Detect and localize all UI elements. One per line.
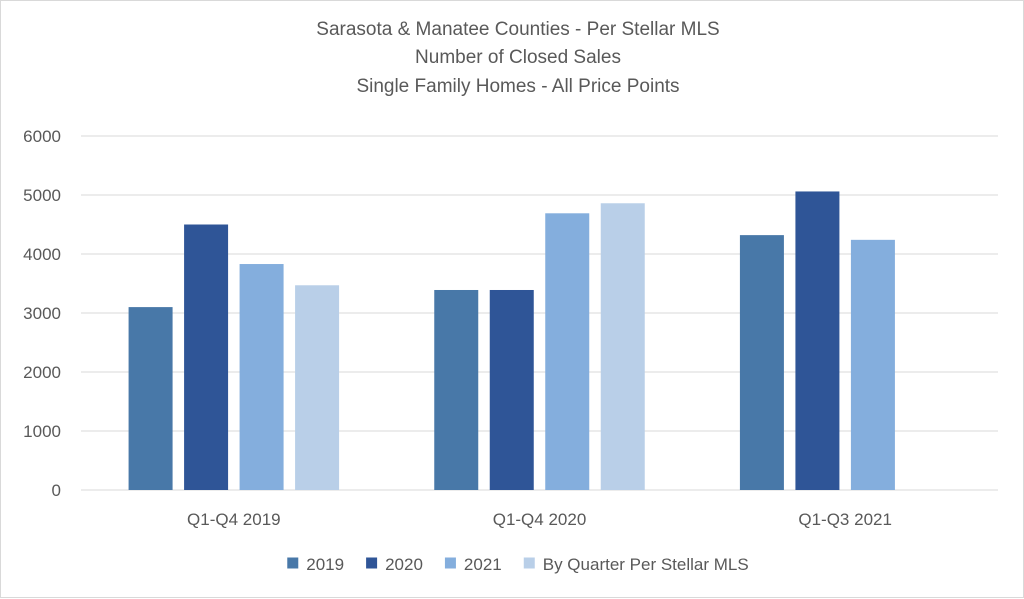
bar-2019-q1-q4-2020 xyxy=(434,289,479,490)
legend-swatch xyxy=(287,557,299,569)
legend-label: By Quarter Per Stellar MLS xyxy=(543,555,749,574)
bar-2019-q1-q4-2019 xyxy=(128,307,173,490)
chart-title-line-1: Sarasota & Manatee Counties - Per Stella… xyxy=(316,19,719,40)
y-tick-label: 2000 xyxy=(23,363,61,382)
bar-by-quarter-per-stellar-mls-q1-q4-2020 xyxy=(600,203,645,490)
y-tick-label: 1000 xyxy=(23,422,61,441)
y-axis-tick-labels: 0 1000 2000 3000 4000 5000 6000 xyxy=(23,127,61,500)
y-tick-label: 0 xyxy=(52,481,61,500)
legend: 2019 2020 2021 By Quarter Per Stellar MLS xyxy=(287,555,749,574)
bar-by-quarter-per-stellar-mls-q1-q4-2019 xyxy=(295,285,340,490)
y-tick-label: 5000 xyxy=(23,186,61,205)
x-category-label: Q1-Q3 2021 xyxy=(798,510,892,529)
bar-2020-q1-q4-2020 xyxy=(489,289,534,490)
legend-label: 2021 xyxy=(464,555,502,574)
chart-title: Sarasota & Manatee Counties - Per Stella… xyxy=(316,19,719,97)
x-category-label: Q1-Q4 2020 xyxy=(493,510,587,529)
bar-2019-q1-q3-2021 xyxy=(739,235,784,490)
y-tick-label: 6000 xyxy=(23,127,61,146)
bar-2020-q1-q4-2019 xyxy=(184,224,229,490)
x-axis-category-labels: Q1-Q4 2019 Q1-Q4 2020 Q1-Q3 2021 xyxy=(187,510,892,529)
bar-2021-q1-q4-2019 xyxy=(239,264,284,490)
gridlines xyxy=(81,135,998,491)
bar-2021-q1-q3-2021 xyxy=(850,239,895,490)
y-tick-label: 3000 xyxy=(23,304,61,323)
bar-2021-q1-q4-2020 xyxy=(545,213,590,491)
legend-label: 2020 xyxy=(385,555,423,574)
bars xyxy=(128,191,895,491)
bar-2020-q1-q3-2021 xyxy=(795,191,840,490)
chart-title-line-2: Number of Closed Sales xyxy=(415,47,621,68)
y-tick-label: 4000 xyxy=(23,245,61,264)
legend-swatch xyxy=(444,557,456,569)
x-category-label: Q1-Q4 2019 xyxy=(187,510,281,529)
legend-swatch xyxy=(366,557,378,569)
legend-swatch xyxy=(523,557,535,569)
legend-label: 2019 xyxy=(306,555,344,574)
chart-title-line-3: Single Family Homes - All Price Points xyxy=(356,76,679,97)
